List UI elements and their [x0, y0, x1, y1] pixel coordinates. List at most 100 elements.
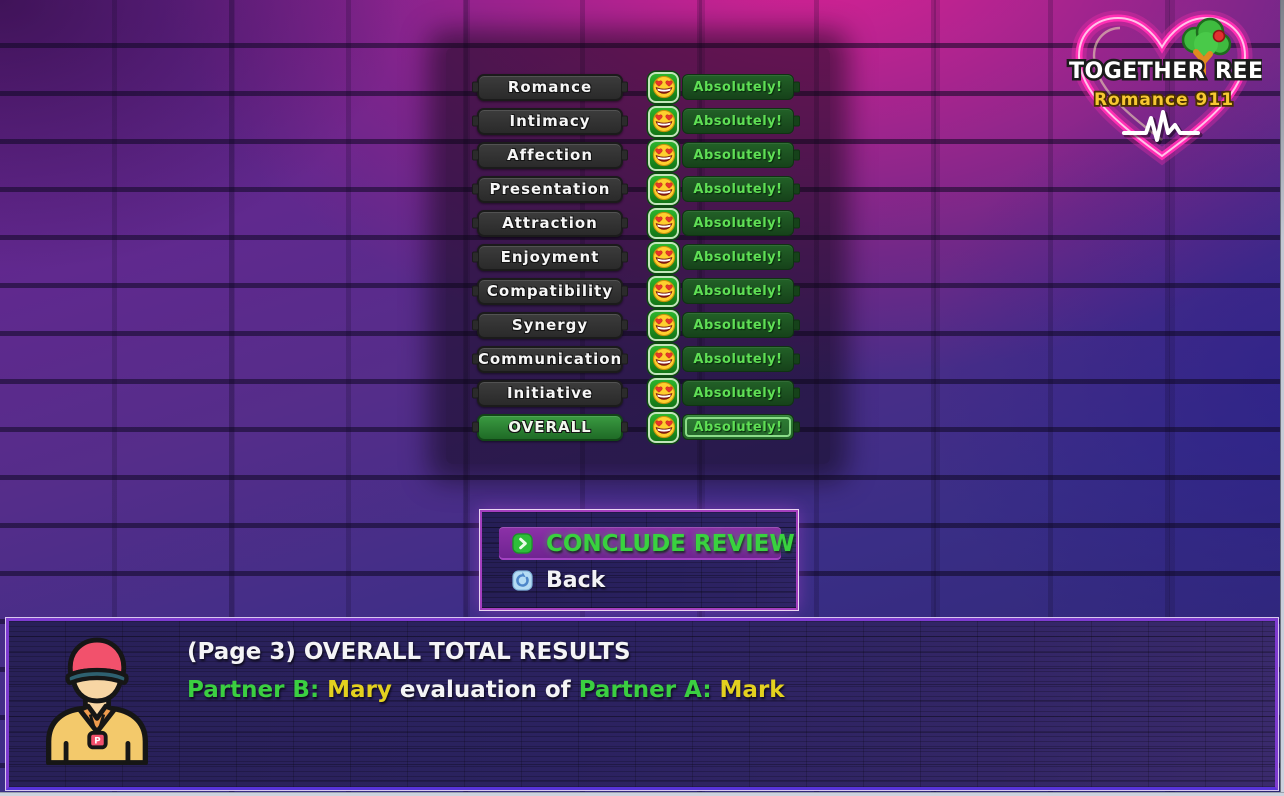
rating-label: Absolutely! — [693, 215, 783, 231]
rating-button[interactable]: Absolutely! — [682, 380, 794, 406]
review-row-enjoyment: Enjoyment Absolutely! — [477, 241, 794, 273]
review-row-affection: Affection Absolutely! — [477, 139, 794, 171]
rating-group: Absolutely! — [648, 241, 794, 273]
rating-button[interactable]: Absolutely! — [682, 108, 794, 134]
category-label: Enjoyment — [500, 248, 600, 266]
heart-eyes-emoji-icon — [648, 173, 679, 205]
rating-label: Absolutely! — [693, 113, 783, 129]
rating-label: Absolutely! — [693, 317, 783, 333]
heart-eyes-emoji-icon — [648, 411, 679, 443]
category-button-enjoyment[interactable]: Enjoyment — [477, 243, 623, 271]
menu-item-back[interactable]: Back — [546, 568, 606, 593]
category-label: Intimacy — [509, 112, 591, 130]
rating-group: Absolutely! — [648, 173, 794, 205]
evaluation-text: evaluation of — [391, 677, 579, 703]
rating-label: Absolutely! — [693, 249, 783, 265]
partner-a-name: Mark — [719, 677, 785, 703]
dialogue-title: (Page 3) OVERALL TOTAL RESULTS — [187, 639, 631, 665]
review-row-communication: Communication Absolutely! — [477, 343, 794, 375]
category-button-initiative[interactable]: Initiative — [477, 379, 623, 407]
rating-group: Absolutely! — [648, 343, 794, 375]
rating-group: Absolutely! — [648, 275, 794, 307]
review-row-presentation: Presentation Absolutely! — [477, 173, 794, 205]
category-label: Presentation — [489, 180, 611, 198]
category-button-compatibility[interactable]: Compatibility — [477, 277, 623, 305]
category-label: Communication — [477, 350, 623, 368]
review-row-overall: OVERALL Absolutely! — [477, 411, 794, 443]
rating-group: Absolutely! — [648, 309, 794, 341]
review-results-list: Romance Absolutely! Intimacy Absolutely! — [477, 71, 794, 443]
heart-secondary-outline — [1092, 26, 1163, 141]
rating-label: Absolutely! — [693, 419, 783, 435]
category-button-synergy[interactable]: Synergy — [477, 311, 623, 339]
category-label: Compatibility — [486, 282, 614, 300]
category-label: OVERALL — [508, 418, 592, 436]
category-label: Affection — [506, 146, 594, 164]
category-button-attraction[interactable]: Attraction — [477, 209, 623, 237]
rating-button[interactable]: Absolutely! — [682, 176, 794, 202]
rating-button-selected[interactable]: Absolutely! — [682, 414, 794, 440]
dialogue-box[interactable]: P (Page 3) OVERALL TOTAL RESULTS Partner… — [6, 618, 1278, 790]
rating-group: Absolutely! — [648, 377, 794, 409]
heart-eyes-emoji-icon — [648, 105, 679, 137]
heart-eyes-emoji-icon — [648, 309, 679, 341]
heart-eyes-emoji-icon — [648, 139, 679, 171]
review-row-initiative: Initiative Absolutely! — [477, 377, 794, 409]
category-label: Initiative — [506, 384, 594, 402]
screen-right-edge — [1280, 0, 1284, 796]
rating-label: Absolutely! — [693, 351, 783, 367]
undo-icon — [512, 570, 533, 591]
rating-label: Absolutely! — [693, 147, 783, 163]
review-row-intimacy: Intimacy Absolutely! — [477, 105, 794, 137]
category-button-romance[interactable]: Romance — [477, 73, 623, 101]
heart-eyes-emoji-icon — [648, 71, 679, 103]
heartbeat-icon — [1122, 110, 1203, 145]
heart-eyes-emoji-icon — [648, 241, 679, 273]
review-row-romance: Romance Absolutely! — [477, 71, 794, 103]
rating-label: Absolutely! — [693, 79, 783, 95]
category-button-communication[interactable]: Communication — [477, 345, 623, 373]
coach-avatar: P — [39, 633, 155, 765]
selected-choice-highlight — [499, 527, 781, 560]
rating-group: Absolutely! — [648, 71, 794, 103]
logo-title-right: REE — [1215, 59, 1262, 84]
rating-button[interactable]: Absolutely! — [682, 312, 794, 338]
rating-button[interactable]: Absolutely! — [682, 142, 794, 168]
rating-group: Absolutely! — [648, 105, 794, 137]
heart-inner-tube — [1077, 16, 1247, 158]
rating-group: Absolutely! — [648, 139, 794, 171]
logo-title-left: TOGETHER — [1069, 59, 1205, 84]
category-label: Attraction — [502, 214, 598, 232]
rating-button[interactable]: Absolutely! — [682, 278, 794, 304]
review-row-compatibility: Compatibility Absolutely! — [477, 275, 794, 307]
neon-heart-logo: TOGETHER REE Romance 911 — [1067, 10, 1266, 166]
category-button-intimacy[interactable]: Intimacy — [477, 107, 623, 135]
rating-button[interactable]: Absolutely! — [682, 244, 794, 270]
chevron-right-icon — [512, 533, 533, 554]
partner-b-label: Partner B: — [187, 677, 328, 703]
rating-button[interactable]: Absolutely! — [682, 210, 794, 236]
rating-label: Absolutely! — [693, 283, 783, 299]
logo-subtitle: Romance 911 — [1094, 90, 1234, 110]
tree-icon — [1181, 17, 1232, 79]
choice-menu: CONCLUDE REVIEW Back — [480, 510, 798, 610]
category-button-presentation[interactable]: Presentation — [477, 175, 623, 203]
heart-eyes-emoji-icon — [648, 275, 679, 307]
svg-text:P: P — [94, 736, 101, 746]
rating-group: Absolutely! — [648, 207, 794, 239]
heart-eyes-emoji-icon — [648, 343, 679, 375]
category-label: Romance — [507, 78, 593, 96]
rating-button[interactable]: Absolutely! — [682, 74, 794, 100]
category-button-affection[interactable]: Affection — [477, 141, 623, 169]
review-row-attraction: Attraction Absolutely! — [477, 207, 794, 239]
heart-eyes-emoji-icon — [648, 377, 679, 409]
partner-a-label: Partner A: — [578, 677, 720, 703]
rating-button[interactable]: Absolutely! — [682, 346, 794, 372]
rating-label: Absolutely! — [693, 385, 783, 401]
category-button-overall[interactable]: OVERALL — [477, 413, 623, 441]
dialogue-subtitle: Partner B: Mary evaluation of Partner A:… — [187, 677, 785, 703]
rating-group: Absolutely! — [648, 411, 794, 443]
partner-b-name: Mary — [327, 677, 392, 703]
menu-item-conclude-review[interactable]: CONCLUDE REVIEW — [546, 531, 795, 557]
